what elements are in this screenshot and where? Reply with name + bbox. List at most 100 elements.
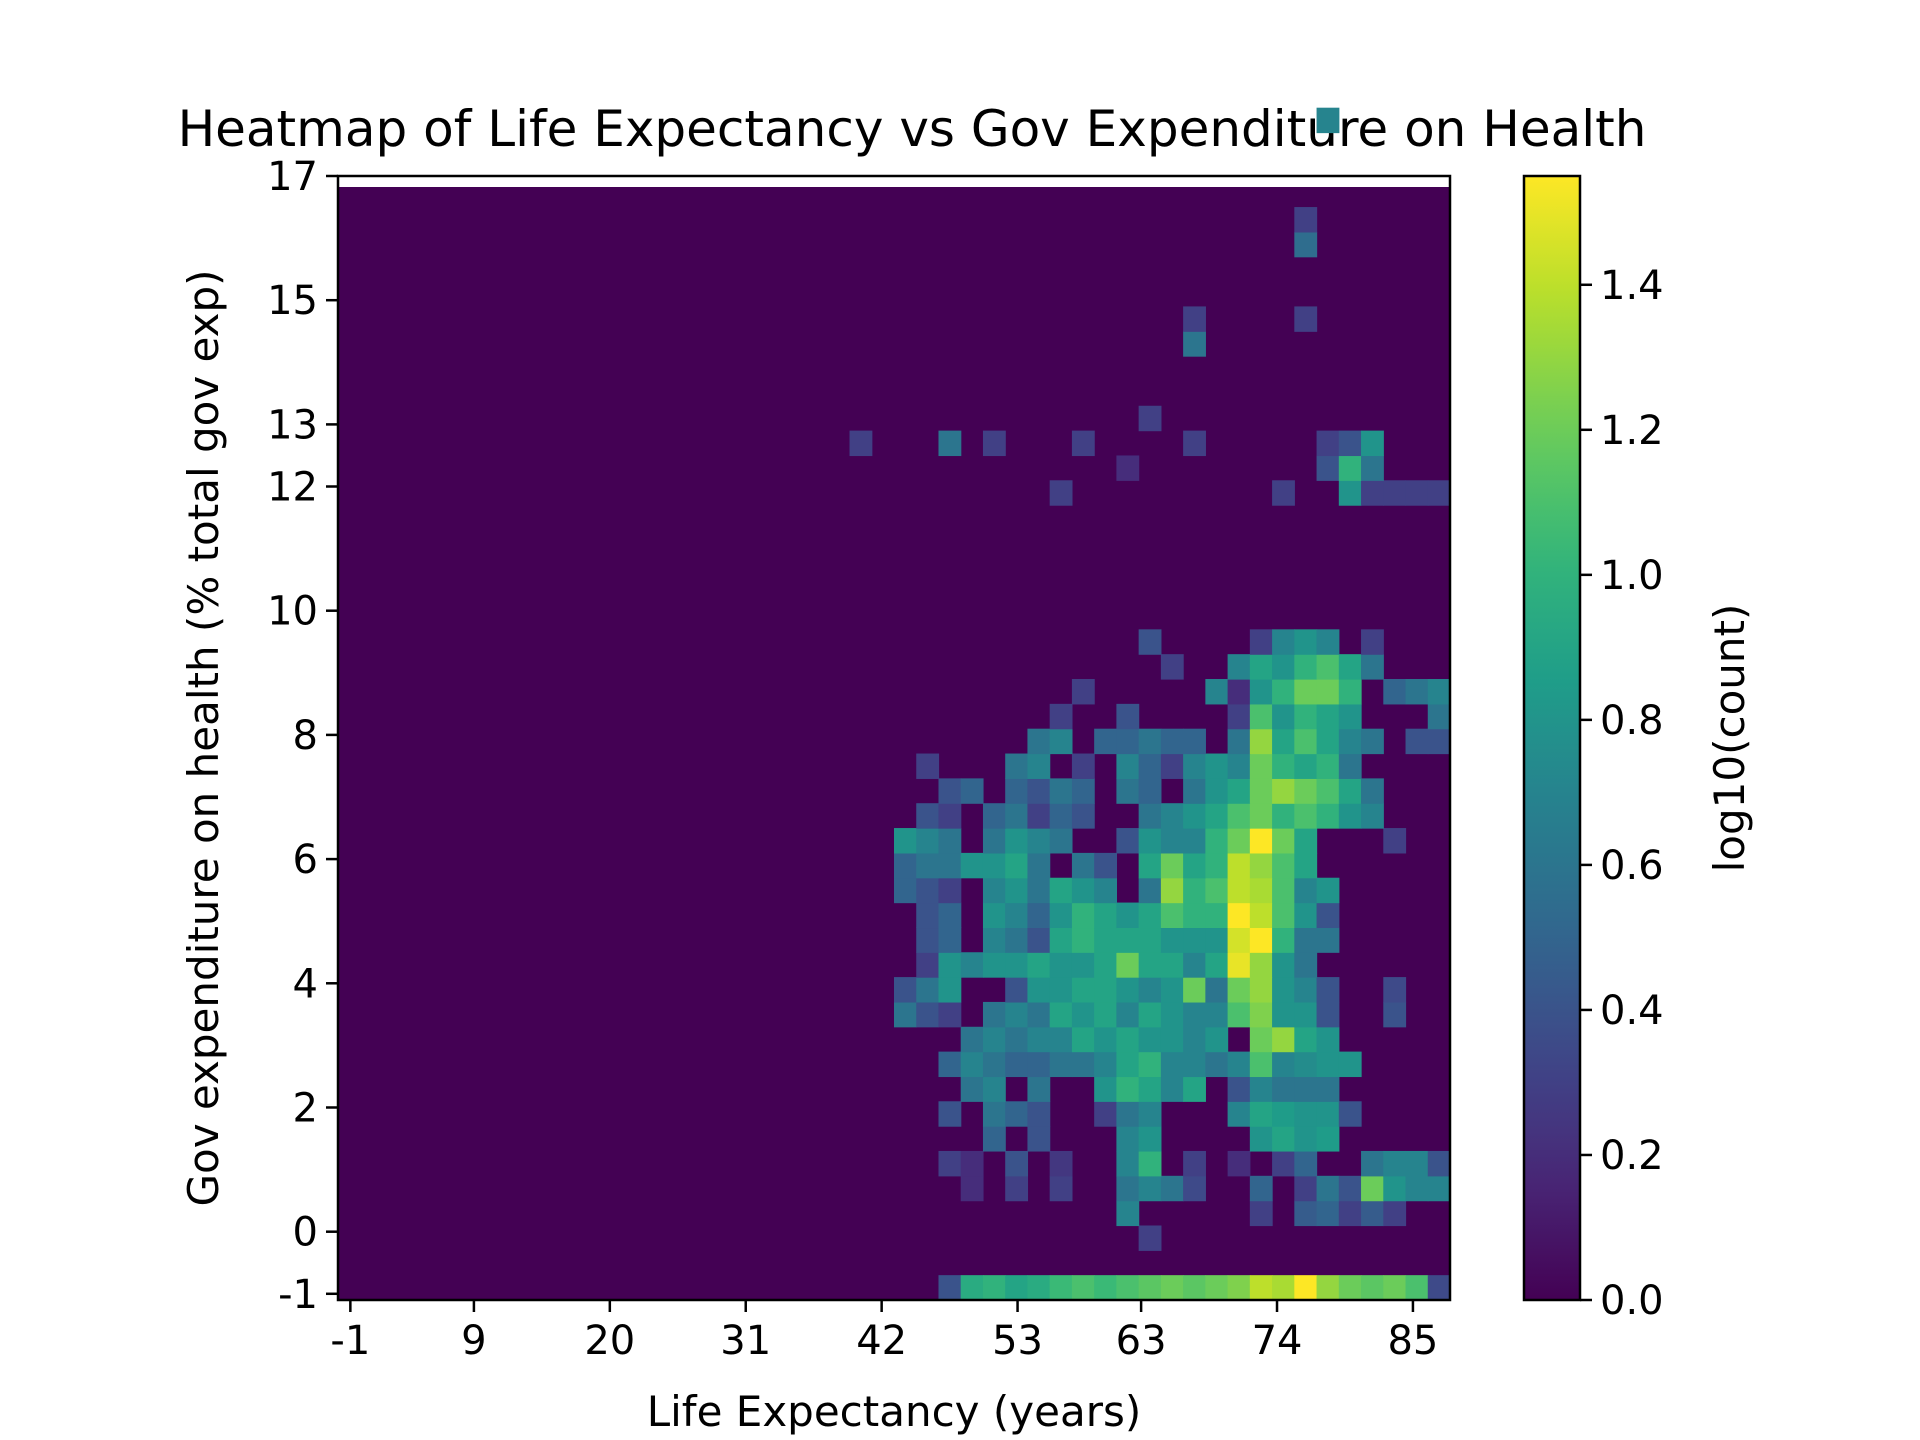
heatmap-cell xyxy=(1249,679,1273,705)
heatmap-cell xyxy=(982,430,1006,457)
heatmap-cell xyxy=(1227,952,1251,978)
heatmap-cell xyxy=(960,1275,984,1301)
heatmap-cell xyxy=(1227,1101,1251,1127)
heatmap-cell xyxy=(1316,1101,1340,1127)
heatmap-cell xyxy=(916,803,940,829)
heatmap-cell xyxy=(1049,1026,1073,1053)
heatmap-cell xyxy=(1183,1175,1206,1202)
heatmap-cell xyxy=(916,927,940,953)
heatmap-cell xyxy=(1272,877,1295,904)
heatmap-cell xyxy=(1272,679,1295,705)
y-axis-label: Gov expenditure on health (% total gov e… xyxy=(179,269,228,1206)
heatmap-cell xyxy=(1272,927,1295,953)
heatmap-cell xyxy=(1294,1200,1318,1227)
heatmap-cell xyxy=(938,1001,962,1028)
heatmap-cell xyxy=(1027,1126,1051,1152)
heatmap-cell xyxy=(1294,1026,1318,1053)
heatmap-cell xyxy=(1205,877,1229,904)
heatmap-cell xyxy=(1005,1275,1029,1301)
heatmap-cell xyxy=(1160,1051,1184,1078)
heatmap-cell xyxy=(1294,703,1318,730)
heatmap-cell xyxy=(1249,1001,1273,1028)
heatmap-cell xyxy=(1183,1275,1206,1301)
heatmap-cell xyxy=(1227,753,1251,779)
heatmap-cell xyxy=(1027,803,1051,829)
colorbar-label: log10(count) xyxy=(1705,604,1754,873)
heatmap-cell xyxy=(1316,107,1340,134)
heatmap-cell xyxy=(1272,852,1295,879)
heatmap-cell xyxy=(960,778,984,804)
heatmap-cell xyxy=(894,1001,917,1028)
heatmap-cell xyxy=(1049,480,1073,506)
heatmap-cell xyxy=(1294,877,1318,904)
heatmap-cell xyxy=(982,852,1006,879)
heatmap-cell xyxy=(1249,778,1273,804)
heatmap-cell xyxy=(1027,852,1051,879)
heatmap-cell xyxy=(1138,1175,1162,1202)
heatmap-cell xyxy=(1205,1275,1229,1301)
heatmap-cell xyxy=(1160,1001,1184,1028)
heatmap-cell xyxy=(1005,778,1029,804)
heatmap-cell xyxy=(1338,1275,1362,1301)
x-tick-label: 85 xyxy=(1387,1318,1438,1364)
heatmap-cell xyxy=(1071,803,1095,829)
heatmap-cell xyxy=(1249,1076,1273,1102)
heatmap-cell xyxy=(1316,778,1340,804)
heatmap-cell xyxy=(1383,828,1407,854)
heatmap-cell xyxy=(1249,1051,1273,1078)
heatmap-cell xyxy=(1094,952,1117,978)
heatmap-cell xyxy=(1138,828,1162,854)
heatmap-cell xyxy=(1272,1051,1295,1078)
heatmap-cell xyxy=(1116,1026,1140,1053)
heatmap-cell xyxy=(1138,728,1162,755)
heatmap-cell xyxy=(1361,778,1384,804)
heatmap-cell xyxy=(1427,679,1451,705)
heatmap-cell xyxy=(1071,977,1095,1003)
heatmap-cell xyxy=(894,977,917,1003)
heatmap-cell xyxy=(1138,1051,1162,1078)
heatmap-cell xyxy=(1160,1275,1184,1301)
heatmap-cell xyxy=(1027,728,1051,755)
heatmap-cell xyxy=(1094,877,1117,904)
heatmap-cell xyxy=(1427,480,1451,506)
heatmap-cell xyxy=(982,902,1006,929)
heatmap-cell xyxy=(1361,728,1384,755)
heatmap-cell xyxy=(1094,1026,1117,1053)
heatmap-cell xyxy=(1005,828,1029,854)
heatmap-cell xyxy=(1272,753,1295,779)
heatmap-cell xyxy=(1005,1026,1029,1053)
heatmap-cell xyxy=(1027,1001,1051,1028)
heatmap-cell xyxy=(1294,927,1318,953)
heatmap-cell xyxy=(1183,852,1206,879)
heatmap-cell xyxy=(1027,778,1051,804)
colorbar: 0.0 0.2 0.4 0.6 0.8 1.0 1.2 1.4 xyxy=(1522,174,1664,1324)
heatmap-cell xyxy=(1049,828,1073,854)
heatmap-cell xyxy=(1183,753,1206,779)
heatmap-cell xyxy=(960,852,984,879)
heatmap-cell xyxy=(1249,828,1273,854)
heatmap-cell xyxy=(1183,306,1206,332)
x-axis: -1 9 20 31 42 53 63 74 85 xyxy=(330,1300,1438,1364)
heatmap-cell xyxy=(1405,480,1429,506)
heatmap-cell xyxy=(1294,654,1318,680)
heatmap-cell xyxy=(1272,1126,1295,1152)
heatmap-cell xyxy=(1094,927,1117,953)
heatmap-cell xyxy=(1427,1275,1451,1301)
heatmap-cell xyxy=(1027,1101,1051,1127)
heatmap-cell xyxy=(1027,877,1051,904)
heatmap-cell xyxy=(1338,1175,1362,1202)
heatmap-cell xyxy=(1094,852,1117,879)
heatmap-cell xyxy=(1005,877,1029,904)
heatmap-cell xyxy=(1316,703,1340,730)
heatmap-cell xyxy=(1227,1076,1251,1102)
heatmap-cell xyxy=(1227,927,1251,953)
heatmap-cell xyxy=(982,1076,1006,1102)
heatmap-cell xyxy=(1294,1175,1318,1202)
heatmap-cell xyxy=(982,952,1006,978)
heatmap-cell xyxy=(1183,1051,1206,1078)
colorbar-ticks: 0.0 0.2 0.4 0.6 0.8 1.0 1.2 1.4 xyxy=(1580,263,1664,1324)
heatmap-cell xyxy=(1116,753,1140,779)
heatmap-cell xyxy=(1227,778,1251,804)
heatmap-cell xyxy=(938,927,962,953)
heatmap-cell xyxy=(938,1051,962,1078)
